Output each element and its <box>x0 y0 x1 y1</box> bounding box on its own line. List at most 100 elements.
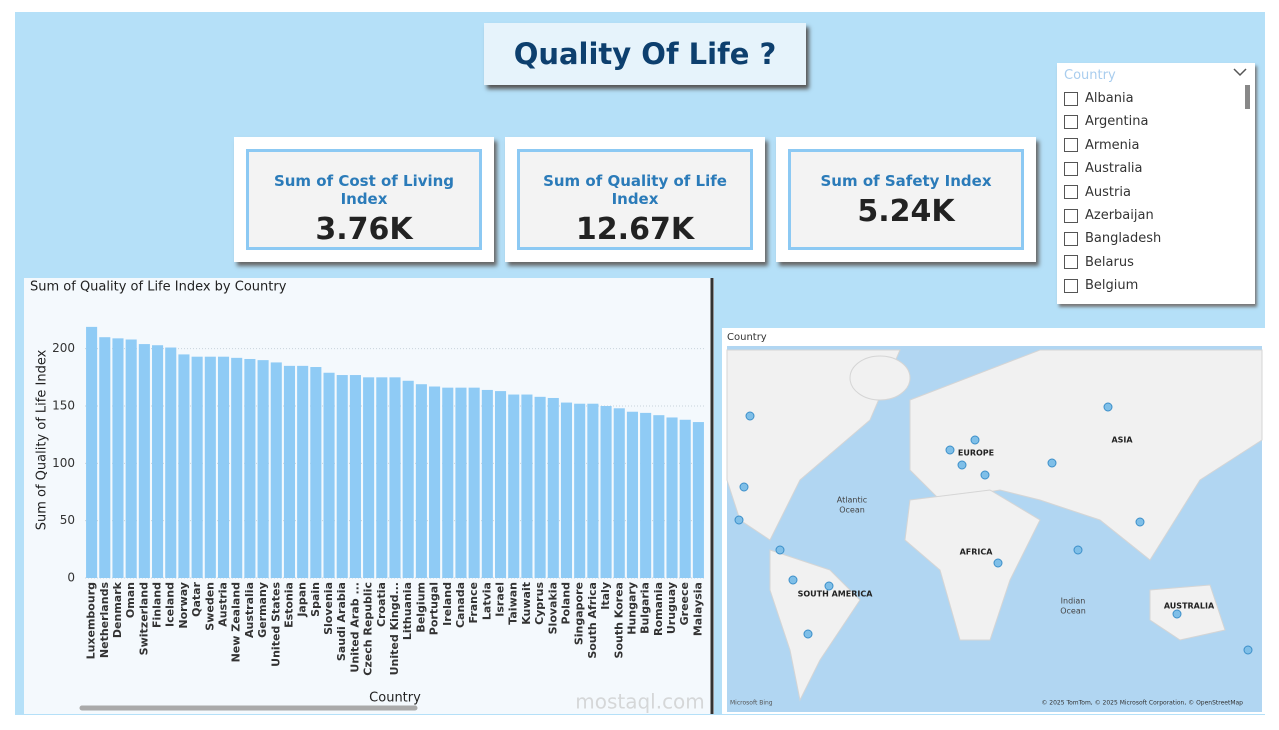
map-label: ASIA <box>1111 436 1133 445</box>
bar <box>666 417 678 578</box>
title: Quality Of Life ? <box>484 23 806 85</box>
bar <box>99 337 111 578</box>
x-tick-label: France <box>467 582 480 623</box>
map-point <box>993 558 1003 568</box>
bar <box>349 375 361 578</box>
map-point <box>739 482 749 492</box>
map-point <box>1243 645 1253 655</box>
bar <box>508 394 520 578</box>
bar <box>191 356 203 578</box>
bar <box>389 377 401 578</box>
bar <box>231 357 243 578</box>
slicer-item[interactable]: Azerbaijan <box>1064 208 1154 223</box>
bar <box>560 402 573 578</box>
map-point <box>788 575 798 585</box>
checkbox[interactable] <box>1064 91 1078 106</box>
map-labels: Atlantic Ocean EUROPE ASIA AFRICA SOUTH … <box>798 436 1215 616</box>
scrollbar[interactable] <box>1245 85 1250 109</box>
bar <box>653 415 665 578</box>
checkbox[interactable] <box>1064 114 1078 129</box>
x-tick-label: Greece <box>678 582 691 625</box>
bar <box>244 358 256 578</box>
y-tick-label: 150 <box>52 399 75 413</box>
bar <box>468 387 480 578</box>
map-label: Atlantic <box>837 496 867 505</box>
x-tick-label: Uruguay <box>665 582 678 634</box>
x-tick-label: Portugal <box>428 582 441 635</box>
slicer-item-label: Armenia <box>1085 137 1140 153</box>
x-tick-label: Sweden <box>203 582 216 631</box>
card-value: 12.67K <box>575 212 695 247</box>
x-tick-label: Austria <box>217 582 230 627</box>
map-label: SOUTH AMERICA <box>798 590 874 599</box>
x-tick-label: Germany <box>256 582 269 638</box>
slicer-item[interactable]: Armenia <box>1064 138 1140 153</box>
x-tick-label: Switzerland <box>137 582 150 655</box>
checkbox[interactable] <box>1064 231 1078 246</box>
checkbox[interactable] <box>1064 255 1078 270</box>
x-tick-label: Estonia <box>282 582 295 628</box>
checkbox[interactable] <box>1064 185 1078 200</box>
bar <box>363 377 375 578</box>
map-title: Country <box>727 332 767 343</box>
map-point <box>1073 545 1083 555</box>
map-point <box>1135 517 1145 527</box>
x-tick-label: South Africa <box>586 582 599 659</box>
map-point <box>803 629 813 639</box>
slicer-item[interactable]: Belgium <box>1064 278 1138 293</box>
x-tick-label: Canada <box>454 582 467 628</box>
bar <box>442 387 454 578</box>
bar <box>217 356 230 578</box>
bar <box>112 338 124 578</box>
bar <box>534 396 546 578</box>
x-tick-label: Qatar <box>190 581 203 616</box>
x-tick-label: Netherlands <box>98 582 111 659</box>
africa <box>904 489 1041 641</box>
bar <box>587 403 599 578</box>
slicer-item[interactable]: Belarus <box>1064 255 1134 270</box>
checkbox[interactable] <box>1064 208 1078 223</box>
y-tick-label: 0 <box>67 571 75 585</box>
bar <box>178 354 190 578</box>
map-label: AUSTRALIA <box>1164 602 1215 611</box>
bar <box>415 384 427 578</box>
x-tick-label: Israel <box>494 582 507 617</box>
card-label: Sum of Cost of Living Index <box>273 172 455 208</box>
bar <box>521 394 533 578</box>
map-point <box>745 411 755 421</box>
country-slicer[interactable]: Country Albania Argentina Armenia Australia… <box>1057 63 1255 304</box>
checkbox[interactable] <box>1064 161 1078 176</box>
bar <box>455 387 467 578</box>
slicer-item[interactable]: Bangladesh <box>1064 231 1161 246</box>
checkbox[interactable] <box>1064 138 1078 153</box>
bar <box>429 386 441 578</box>
slicer-item[interactable]: Argentina <box>1064 114 1148 129</box>
slicer-item[interactable]: Austria <box>1064 185 1131 200</box>
bar <box>376 377 388 578</box>
x-tick-label: Lithuania <box>401 582 414 640</box>
map-point <box>1103 402 1113 412</box>
x-tick-label: Poland <box>559 582 572 625</box>
chart-title: Sum of Quality of Life Index by Country <box>30 280 287 295</box>
map-copyright: © 2025 TomTom, © 2025 Microsoft Corporat… <box>1041 700 1243 707</box>
x-tick-label: Bulgaria <box>639 582 652 634</box>
slicer-item-label: Bangladesh <box>1085 231 1162 247</box>
checkbox[interactable] <box>1064 278 1078 293</box>
x-tick-label: Luxembourg <box>85 582 98 659</box>
x-tick-label: Denmark <box>111 581 124 638</box>
map-point <box>980 470 990 480</box>
dropdown-icon[interactable] <box>1233 67 1247 77</box>
bar <box>165 347 177 578</box>
slicer-item[interactable]: Albania <box>1064 91 1134 106</box>
bar <box>86 326 98 578</box>
kpi-card: Sum of Safety Index 5.24K <box>776 137 1036 262</box>
bar <box>270 362 282 578</box>
x-tick-label: United Arab ... <box>348 582 361 673</box>
bar <box>283 365 296 578</box>
bar <box>297 365 309 578</box>
slicer-item[interactable]: Australia <box>1064 161 1143 176</box>
x-tick-label: Slovenia <box>322 582 335 635</box>
x-tick-label: New Zealand <box>230 582 243 662</box>
slicer-title: Country <box>1064 68 1116 83</box>
